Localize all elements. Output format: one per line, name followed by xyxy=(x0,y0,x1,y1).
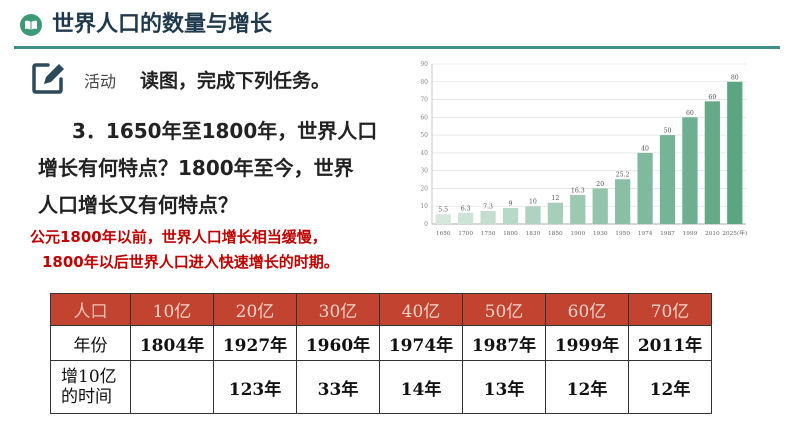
x-tick-label: 1930 xyxy=(593,231,608,237)
table-header-cell: 70亿 xyxy=(628,293,712,326)
bar-value-label: 5.5 xyxy=(438,207,448,214)
table-row: 年份 1804年 1927年 1960年 1974年 1987年 1999年 2… xyxy=(50,325,712,361)
row-label-line: 的时间 xyxy=(61,387,112,407)
table-cell: 1987年 xyxy=(462,325,546,361)
bar-value-label: 16.3 xyxy=(571,188,585,195)
question-text: 3．1650年至1800年，世界人口 增长有何特点？1800年至今，世界 人口增… xyxy=(38,113,398,224)
bar-value-label: 60 xyxy=(686,110,694,117)
bar xyxy=(682,117,698,224)
y-tick-label: 20 xyxy=(420,185,428,192)
table-cell: 1960年 xyxy=(296,325,380,361)
bar-value-label: 20 xyxy=(596,181,604,188)
bar xyxy=(525,206,541,224)
y-tick-label: 50 xyxy=(420,132,428,139)
table-row-label: 增10亿 的时间 xyxy=(50,360,131,414)
bar-value-label: 69 xyxy=(708,94,716,101)
table-cell: 1927年 xyxy=(213,325,297,361)
table-cell xyxy=(130,360,214,414)
bar xyxy=(637,152,653,224)
table-cell: 1999年 xyxy=(545,325,629,361)
row-label-line: 增10亿 xyxy=(61,367,117,387)
x-tick-label: 1650 xyxy=(436,231,451,237)
bar xyxy=(458,212,474,224)
x-tick-label: 1900 xyxy=(570,231,585,237)
bar-value-label: 10 xyxy=(529,199,537,206)
x-tick-label: 1999 xyxy=(683,231,698,237)
y-tick-label: 30 xyxy=(420,168,428,175)
edit-icon xyxy=(32,63,64,94)
question-line: 3．1650年至1800年，世界人口 xyxy=(72,119,378,143)
table-header-cell: 60亿 xyxy=(545,293,629,326)
y-tick-label: 60 xyxy=(420,114,428,121)
activity-title: 读图，完成下列任务。 xyxy=(140,70,331,92)
table-row-label: 年份 xyxy=(50,325,131,361)
table-header-cell: 人口 xyxy=(50,293,131,326)
table-cell: 12年 xyxy=(545,360,629,414)
y-tick-label: 70 xyxy=(420,97,428,104)
answer-line: 公元1800年以前，世界人口增长相当缓慢， xyxy=(30,228,327,246)
population-bar-chart: 0 10 20 30 40 50 60 70 80 90 5.5 1650 6.3 1700 7.3 1750… xyxy=(410,56,760,252)
table-cell: 2011年 xyxy=(628,325,712,361)
bar xyxy=(592,188,608,224)
bar xyxy=(502,208,519,224)
table-header-cell: 20亿 xyxy=(213,293,297,326)
x-tick-label: 1974 xyxy=(638,231,653,237)
answer-line: 1800年以后世界人口进入快速增长的时期。 xyxy=(42,253,339,271)
activity-label: 活动 xyxy=(84,72,117,91)
bar-value-label: 12 xyxy=(551,195,559,202)
x-tick-label: 2025(年) xyxy=(722,229,747,237)
x-tick-label: 1750 xyxy=(481,231,496,237)
table-header-row: 人口 10亿 20亿 30亿 40亿 50亿 60亿 70亿 xyxy=(50,293,712,326)
bar-value-label: 6.3 xyxy=(461,205,471,212)
bar-value-label: 40 xyxy=(641,145,649,152)
table-header-cell: 30亿 xyxy=(296,293,380,326)
bar xyxy=(435,214,451,224)
bar-value-label: 25.2 xyxy=(616,172,630,179)
table-row: 增10亿 的时间 123年 33年 14年 13年 12年 12年 xyxy=(50,360,712,414)
page-header: 世界人口的数量与增长 xyxy=(0,0,794,50)
table-cell: 1974年 xyxy=(379,325,463,361)
page-title: 世界人口的数量与增长 xyxy=(52,12,273,37)
table-cell: 33年 xyxy=(296,360,380,414)
bar xyxy=(704,101,720,224)
table-cell: 13年 xyxy=(462,360,546,414)
y-tick-label: 0 xyxy=(424,221,428,228)
answer-text: 公元1800年以前，世界人口增长相当缓慢， 1800年以后世界人口进入快速增长的… xyxy=(30,225,370,275)
x-tick-label: 1850 xyxy=(548,231,563,237)
y-tick-label: 80 xyxy=(420,79,428,86)
x-tick-label: 2010 xyxy=(705,231,720,237)
table-cell: 123年 xyxy=(213,360,297,414)
header-divider xyxy=(14,46,780,49)
y-tick-label: 10 xyxy=(420,203,428,210)
bar xyxy=(727,81,743,225)
bar xyxy=(659,135,676,224)
y-tick-label: 40 xyxy=(420,150,428,157)
table-cell: 14年 xyxy=(379,360,463,414)
x-tick-label: 1700 xyxy=(458,231,473,237)
bar xyxy=(547,202,563,224)
bar xyxy=(480,211,496,224)
x-tick-label: 1987 xyxy=(660,231,675,237)
table-cell: 12年 xyxy=(628,360,712,414)
book-icon xyxy=(20,14,42,36)
x-tick-label: 1950 xyxy=(615,231,630,237)
bar xyxy=(570,195,586,224)
question-line: 人口增长又有何特点？ xyxy=(38,193,238,217)
population-table: 人口 10亿 20亿 30亿 40亿 50亿 60亿 70亿 年份 1804年 … xyxy=(50,293,712,414)
bar-value-label: 7.3 xyxy=(483,204,493,211)
bar xyxy=(615,179,631,224)
table-cell: 1804年 xyxy=(130,325,214,361)
bar-value-label: 80 xyxy=(731,74,739,81)
table-header-cell: 40亿 xyxy=(379,293,463,326)
bar-value-label: 50 xyxy=(664,128,672,135)
table-header-cell: 50亿 xyxy=(462,293,546,326)
question-line: 增长有何特点？1800年至今，世界 xyxy=(38,156,354,180)
bar-value-label: 9 xyxy=(509,201,513,208)
x-tick-label: 1830 xyxy=(526,231,541,237)
table-header-cell: 10亿 xyxy=(130,293,214,326)
y-tick-label: 90 xyxy=(420,61,428,68)
x-tick-label: 1800 xyxy=(503,231,518,237)
